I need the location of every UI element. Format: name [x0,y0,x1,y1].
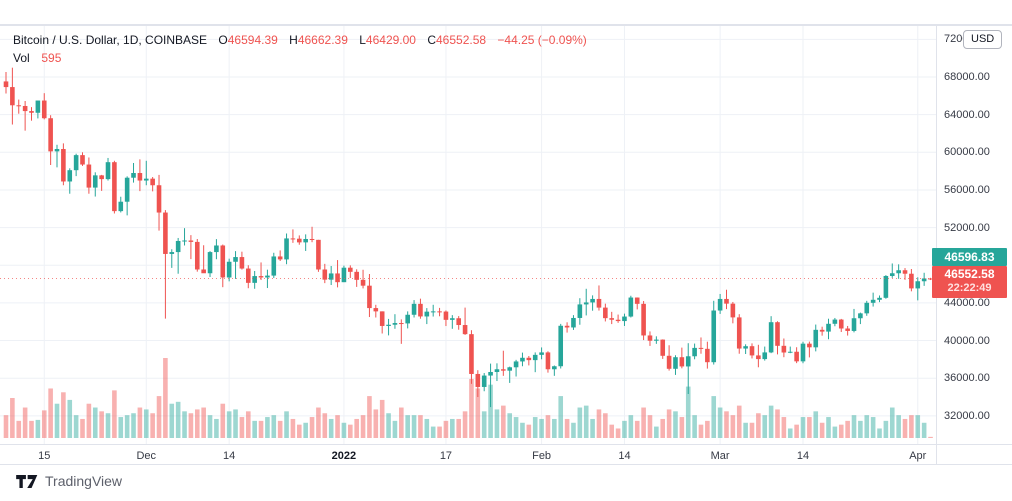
ohlc-low: L46429.00 [359,33,416,47]
time-axis-label: Apr [909,450,927,462]
time-axis-label: 14 [223,450,236,462]
tradingview-logo-icon[interactable] [16,474,38,488]
time-axis-label: 2022 [331,450,357,462]
volume-bars [3,358,933,438]
top-spacer-bar [0,0,1012,25]
price-axis-label: 60000.00 [944,146,990,159]
bar-countdown: 22:22:49 [947,282,992,294]
currency-toggle-button[interactable]: USD [963,30,1003,49]
ohlc-close: C46552.58 [427,33,487,47]
time-axis-label: Dec [136,450,157,462]
prev-close-price-badge: 46596.83 [932,248,1007,266]
time-axis-label: Feb [532,450,552,462]
price-axis-label: 36000.00 [944,372,990,385]
price-axis-label: 40000.00 [944,334,990,347]
last-price-badge: 46552.58 22:22:49 [932,266,1007,298]
brand-name[interactable]: TradingView [45,473,123,489]
price-axis-label: 64000.00 [944,108,990,121]
legend: Bitcoin / U.S. Dollar, 1D, COINBASE O465… [13,33,587,65]
last-price-value: 46552.58 [944,267,995,281]
ohlc-open: O46594.39 [218,33,278,47]
time-axis-label: 15 [38,450,51,462]
pane-borders [0,25,1012,465]
price-axis-label: 44000.00 [944,296,990,309]
time-axis-label: 14 [796,450,810,462]
price-axis-label: 56000.00 [944,183,990,196]
legend-row-volume: Vol 595 [13,51,587,65]
price-axis-label: 32000.00 [944,409,990,422]
legend-row-main: Bitcoin / U.S. Dollar, 1D, COINBASE O465… [13,33,587,47]
time-axis-label: 17 [439,450,453,462]
time-axis-label: Mar [710,450,730,462]
change-value: −44.25 (−0.09%) [497,33,587,47]
volume-label: Vol [13,51,30,65]
footer: TradingView [16,473,122,489]
candlesticks [3,67,933,408]
price-axis-label: 68000.00 [944,71,990,83]
volume-value: 595 [41,51,62,65]
time-axis-label: 14 [618,450,631,462]
symbol-title[interactable]: Bitcoin / U.S. Dollar, 1D, COINBASE [13,33,208,47]
grid-lines [0,26,936,444]
ohlc-high: H46662.39 [289,33,348,47]
price-axis-label: 52000.00 [944,221,990,234]
